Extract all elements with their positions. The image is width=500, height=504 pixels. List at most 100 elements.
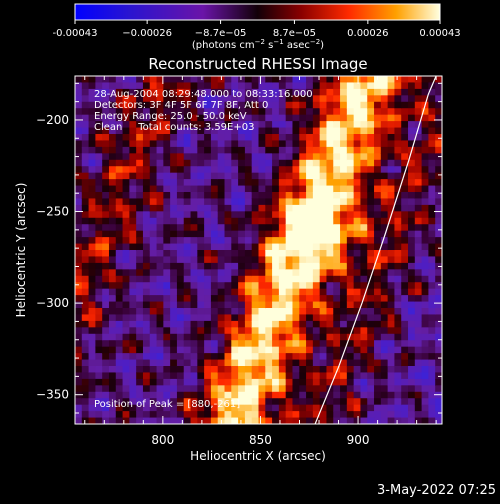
heatmap-cell [115,411,124,419]
heatmap-cell [122,398,130,406]
heatmap-cell [435,366,442,374]
heatmap-cell [278,385,287,393]
heatmap-cell [183,179,192,187]
heatmap-cell [251,366,260,374]
heatmap-cell [149,346,158,354]
heatmap-cell [170,275,178,283]
heatmap-cell [238,153,246,161]
heatmap-cell [285,166,294,174]
heatmap-cell [238,159,246,167]
heatmap-cell [163,243,171,251]
heatmap-cell [108,295,117,303]
heatmap-cell [312,385,321,393]
heatmap-cell [142,288,151,296]
heatmap-cell [333,372,341,380]
heatmap-cell [102,172,110,180]
heatmap-cell [380,333,389,341]
heatmap-cell [312,378,321,386]
heatmap-cell [258,82,266,90]
heatmap-cell [122,250,130,258]
heatmap-cell [210,198,219,206]
heatmap-cell [265,88,273,96]
heatmap-cell [374,385,382,393]
heatmap-cell [367,134,375,142]
heatmap-cell [231,288,239,296]
heatmap-cell [421,417,430,424]
heatmap-cell [265,211,273,219]
heatmap-cell [81,314,90,322]
heatmap-cell [190,140,198,148]
heatmap-cell [183,95,192,103]
heatmap-cell [265,95,273,103]
heatmap-cell [170,153,178,161]
heatmap-cell [414,95,423,103]
heatmap-cell [292,121,300,129]
heatmap-cell [142,153,151,161]
heatmap-cell [265,378,273,386]
heatmap-cell [326,192,334,200]
heatmap-cell [319,269,328,277]
heatmap-cell [278,166,287,174]
heatmap-cell [183,295,192,303]
heatmap-cell [394,114,402,122]
heatmap-cell [258,140,266,148]
heatmap-cell [170,204,178,212]
heatmap-cell [401,179,409,187]
heatmap-cell [367,217,375,225]
heatmap-cell [75,288,83,296]
heatmap-cell [394,146,402,154]
heatmap-cell [156,372,164,380]
heatmap-cell [170,250,178,258]
heatmap-cell [380,288,389,296]
heatmap-cell [380,262,389,270]
heatmap-cell [435,411,442,419]
heatmap-cell [142,88,151,96]
heatmap-cell [231,146,239,154]
heatmap-cell [285,101,294,109]
heatmap-cell [374,366,382,374]
heatmap-cell [210,308,219,316]
heatmap-cell [129,198,137,206]
heatmap-cell [367,385,375,393]
heatmap-cell [122,82,130,90]
heatmap-cell [108,256,117,264]
heatmap-cell [394,95,402,103]
heatmap-cell [108,417,117,424]
heatmap-cell [217,95,226,103]
heatmap-cell [387,333,396,341]
heatmap-cell [278,192,287,200]
heatmap-cell [299,372,307,380]
heatmap-cell [292,88,300,96]
heatmap-cell [340,101,348,109]
heatmap-cell [149,76,158,84]
heatmap-cell [224,114,232,122]
heatmap-cell [346,275,355,283]
heatmap-cell [251,340,260,348]
heatmap-cell [88,346,96,354]
heatmap-cell [217,282,226,290]
heatmap-cell [421,372,430,380]
heatmap-cell [306,398,314,406]
heatmap-cell [319,404,328,412]
heatmap-cell [108,204,117,212]
heatmap-cell [387,217,396,225]
heatmap-cell [156,185,164,193]
heatmap-cell [163,121,171,129]
heatmap-cell [374,262,382,270]
heatmap-cell [285,211,294,219]
heatmap-cell [149,282,158,290]
heatmap-cell [272,288,280,296]
heatmap-cell [190,398,198,406]
heatmap-cell [81,114,90,122]
heatmap-cell [265,314,273,322]
heatmap-cell [340,217,348,225]
heatmap-cell [176,417,185,424]
heatmap-cell [75,295,83,303]
heatmap-cell [183,256,192,264]
heatmap-cell [122,211,130,219]
heatmap-cell [333,269,341,277]
heatmap-cell [401,185,409,193]
heatmap-cell [142,134,151,142]
heatmap-cell [88,108,96,116]
heatmap-cell [408,359,416,367]
